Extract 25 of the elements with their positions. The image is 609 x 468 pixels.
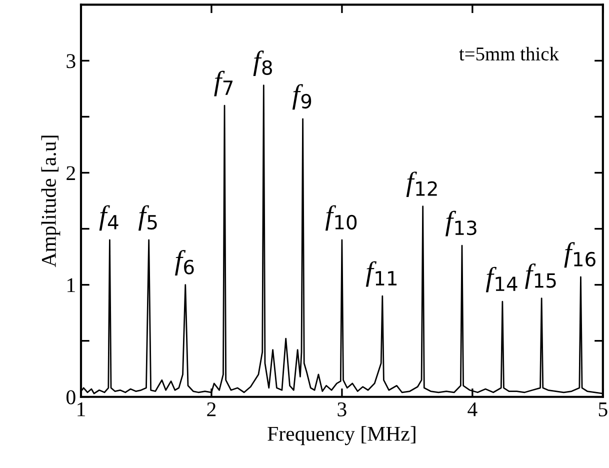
- annotation: f$_{14}$: [486, 266, 518, 292]
- x-tick-label: 3: [338, 402, 346, 416]
- y-tick-label: 0: [66, 390, 76, 404]
- x-axis-title: Frequency [MHz]: [268, 426, 416, 446]
- x-tick-label: 1: [78, 402, 85, 416]
- annotation: f$_{6}$: [175, 250, 194, 276]
- annotation: f$_{11}$: [366, 261, 397, 287]
- annotation: f$_{10}$: [325, 205, 357, 231]
- annotation: f$_{5}$: [138, 205, 157, 231]
- annotation: f$_{4}$: [99, 205, 118, 231]
- annotation: t=5mm thick: [459, 46, 560, 61]
- x-tick-label: 2: [207, 402, 216, 416]
- x-tick-label: 4: [468, 402, 478, 416]
- annotation: f$_{8}$: [253, 50, 272, 76]
- annotation: f$_{9}$: [292, 84, 312, 110]
- annotation: f$_{7}$: [214, 70, 233, 96]
- annotation: f$_{15}$: [525, 263, 556, 289]
- x-tick-label: 5: [598, 402, 608, 416]
- annotation: f$_{13}$: [446, 210, 476, 236]
- y-tick-label: 3: [66, 54, 76, 68]
- y-tick-label: 2: [66, 166, 75, 180]
- y-tick-label: 1: [68, 278, 75, 292]
- annotation: f$_{16}$: [564, 242, 596, 268]
- y-axis-title: Amplitude [a.u]: [41, 136, 60, 268]
- annotation: f$_{12}$: [406, 172, 437, 198]
